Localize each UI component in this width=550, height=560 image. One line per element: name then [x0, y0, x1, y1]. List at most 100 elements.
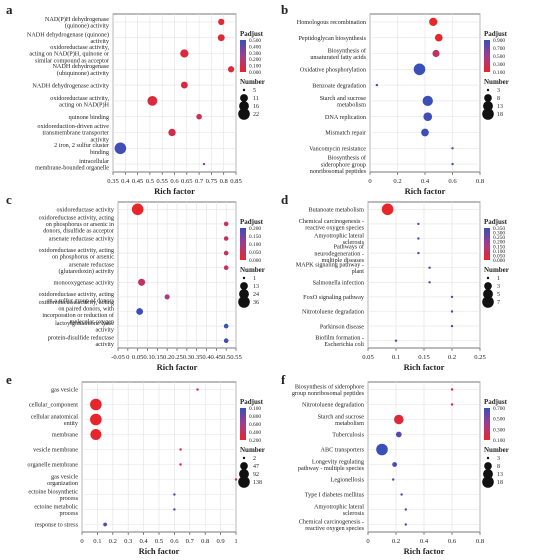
category-label: cellular anatomical entity	[31, 413, 79, 427]
x-tick-label: 0.2	[392, 538, 400, 545]
category-label: Starch and sucrose metabolism	[318, 413, 365, 427]
x-tick-label: 1	[234, 538, 237, 545]
data-point	[417, 222, 420, 226]
legend-color-title: Padjust	[484, 30, 508, 38]
data-point	[179, 463, 182, 466]
category-label: Nitrotoluene degradation	[302, 402, 364, 409]
x-tick-label: 0.4	[121, 178, 130, 185]
legend-color-tick: 0.400	[249, 430, 261, 436]
x-tick-label: 0.1	[143, 354, 151, 361]
legend-size-label: 92	[253, 472, 259, 478]
data-point	[234, 478, 238, 481]
x-tick-label: 0.8	[476, 538, 485, 545]
legend-size-dot	[482, 476, 494, 488]
data-point	[136, 308, 144, 315]
legend-size-label: 13	[497, 472, 503, 478]
category-label: Longevity regulating pathway - multiple s…	[298, 458, 365, 472]
data-point	[450, 324, 454, 328]
category-label: oxidoreductase activity, acting on phosph…	[39, 215, 114, 235]
legend-color-tick: 0.600	[249, 422, 261, 428]
category-label: oxidoreductase activity, acting on NAD(P)…	[29, 44, 109, 64]
category-label: Legionellosis	[331, 477, 365, 484]
legend-size-label: 47	[253, 464, 259, 470]
data-point	[421, 128, 429, 137]
legend-size-label: 1	[253, 276, 256, 282]
legend-color-tick: 0.000	[249, 70, 261, 76]
category-label: ectoine metabolic process	[34, 503, 78, 517]
data-point	[138, 278, 146, 286]
data-point	[451, 162, 454, 166]
x-tick-label: 0.75	[206, 178, 218, 185]
x-axis-label-e: Rich factor	[139, 546, 180, 556]
category-label: Vancomycin resistance	[309, 146, 366, 153]
x-tick-label: 0.65	[181, 178, 193, 185]
category-label: Parkinson disease	[320, 323, 364, 330]
category-label: Biosynthesis of unsaturated fatty acids	[310, 47, 367, 61]
x-tick-label: 0.9	[216, 538, 225, 545]
data-point	[417, 237, 420, 240]
legend-color-bar	[484, 228, 490, 260]
legend-size-label: 8	[497, 464, 500, 470]
data-point	[394, 414, 404, 425]
legend-size-label: 18	[497, 112, 503, 118]
legend-color-tick: 0.150	[493, 244, 505, 250]
legend-size-label: 22	[253, 112, 259, 118]
panel-f: f 0 0.2 0.4 0.6 0.8 Rich factor Biosynthesis of…	[281, 372, 509, 556]
data-point	[404, 508, 407, 511]
legend-color-bar	[240, 40, 246, 72]
data-point	[450, 388, 454, 391]
category-label: response to stress	[35, 522, 79, 529]
legend-size-label: 1	[497, 276, 500, 282]
x-tick-label: 0.55	[156, 178, 168, 185]
data-point	[392, 478, 395, 481]
data-point	[450, 403, 454, 406]
legend-size-label: 5	[497, 292, 500, 298]
data-point	[164, 294, 170, 300]
data-point	[404, 523, 407, 526]
category-label: arsenate reductase (glutaredoxin) activit…	[59, 262, 115, 276]
legend-color-tick: 0.050	[249, 250, 261, 256]
category-label: oxidoreduction-driven active transmembran…	[37, 123, 110, 143]
x-tick-label: 0.7	[186, 538, 195, 545]
data-point	[173, 508, 176, 511]
data-point	[394, 339, 398, 342]
data-point	[202, 162, 206, 166]
data-point	[423, 112, 433, 122]
category-label: Biosynthesis of siderophore group nonribo…	[292, 383, 365, 397]
data-point	[223, 236, 229, 241]
legend-size-dot	[484, 282, 492, 290]
category-label: Oxidative phosphorylation	[300, 67, 366, 74]
panel-letter-b: b	[281, 2, 288, 17]
data-point	[392, 462, 397, 467]
x-tick-label: 0.7	[195, 178, 204, 185]
x-tick-label: 0.2	[393, 178, 401, 185]
panel-letter-d: d	[281, 192, 289, 207]
x-tick-label: 0	[368, 178, 372, 185]
x-tick-label: 0.25	[171, 354, 183, 361]
legend-color-tick: 0.100	[493, 249, 505, 255]
category-label: NADH dehydrogenase (ubiquinone) activity	[52, 63, 109, 77]
category-label: NAD(P)H dehydrogenase (quinone) activity	[45, 16, 110, 30]
legend-color-title: Padjust	[240, 398, 264, 406]
data-point	[395, 431, 402, 438]
x-tick-label: 0.2	[109, 538, 117, 545]
legend-size-dot	[239, 289, 249, 299]
x-tick-label: 0.8	[476, 178, 485, 185]
x-tick-label: 0	[80, 538, 84, 545]
x-tick-label: 0.45	[132, 178, 144, 185]
data-point	[432, 49, 440, 58]
x-tick-label: 0.35	[107, 178, 119, 185]
legend-size-title: Number	[484, 266, 509, 274]
data-point	[217, 34, 225, 42]
legend-size-label: 13	[497, 104, 503, 110]
x-axis-label-b: Rich factor	[405, 186, 446, 196]
category-label: Chemical carcinogenesis -reactive oxygen…	[299, 218, 365, 232]
legend-color-tick: 0.200	[249, 438, 261, 444]
category-label: Mismatch repair	[325, 130, 366, 137]
legend-size-dot	[239, 469, 249, 479]
panel-e: e 0 0.1 0.2 0.3 0.4 0.5 0.6 0.7 0.8 0.9 1 Rich facto…	[6, 372, 265, 556]
legend-size-title: Number	[484, 78, 509, 86]
legend-size-dot	[242, 456, 246, 460]
legend-size-label: 18	[497, 480, 503, 486]
